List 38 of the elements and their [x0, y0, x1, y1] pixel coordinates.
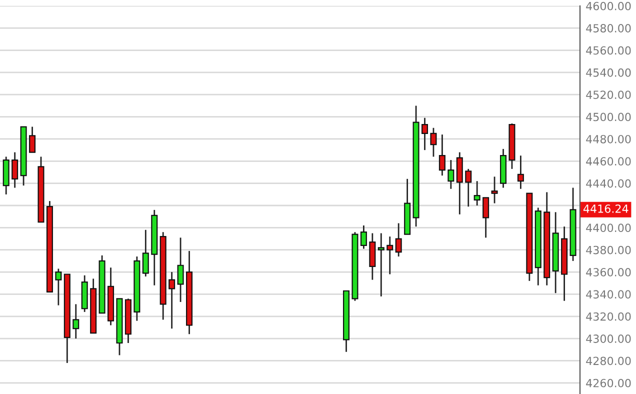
y-tick-label: 4460.00: [586, 157, 631, 166]
candlestick: [421, 117, 428, 151]
y-tick-label: 4400.00: [586, 224, 631, 232]
candlestick: [474, 180, 480, 206]
candlestick: [142, 229, 149, 278]
y-tick-label: 4600.00: [586, 2, 631, 10]
y-tick-label: 4300.00: [586, 334, 631, 343]
y-tick-label: 4560.00: [586, 46, 631, 55]
candlestick: [491, 176, 498, 204]
y-tick-label: 4540.00: [586, 68, 631, 77]
candlestick: [177, 236, 184, 303]
y-tick-label: 4440.00: [586, 179, 631, 188]
text: 4416.24: [583, 204, 628, 213]
y-tick-label: 4500.00: [586, 112, 631, 122]
candlestick: [430, 127, 437, 158]
y-tick-label: 4260.00: [586, 378, 631, 388]
candlestick: [438, 134, 446, 176]
candlestick: [12, 152, 18, 188]
y-tick-label: 4520.00: [586, 90, 631, 99]
candlestick: [29, 126, 36, 153]
candlestick: [360, 224, 367, 250]
candlestick: [465, 168, 472, 208]
candlestick: [386, 236, 394, 275]
y-tick-label: 4380.00: [586, 246, 631, 254]
y-tick-label: 4360.00: [586, 268, 631, 276]
candlestick: [395, 222, 402, 258]
y-tick-label: 4320.00: [586, 312, 631, 321]
candlestick: [448, 159, 454, 190]
candlestick: [517, 154, 524, 190]
y-tick-label: 4480.00: [586, 134, 631, 144]
candlestick: [168, 271, 176, 330]
y-tick-label: 4340.00: [586, 290, 631, 299]
candlestick: [72, 303, 80, 340]
y-tick-label: 4580.00: [586, 24, 631, 32]
y-tick-label: 4280.00: [586, 356, 631, 366]
candlestick: [55, 268, 62, 306]
candlestick: [378, 232, 384, 298]
candlestick: [482, 197, 490, 238]
